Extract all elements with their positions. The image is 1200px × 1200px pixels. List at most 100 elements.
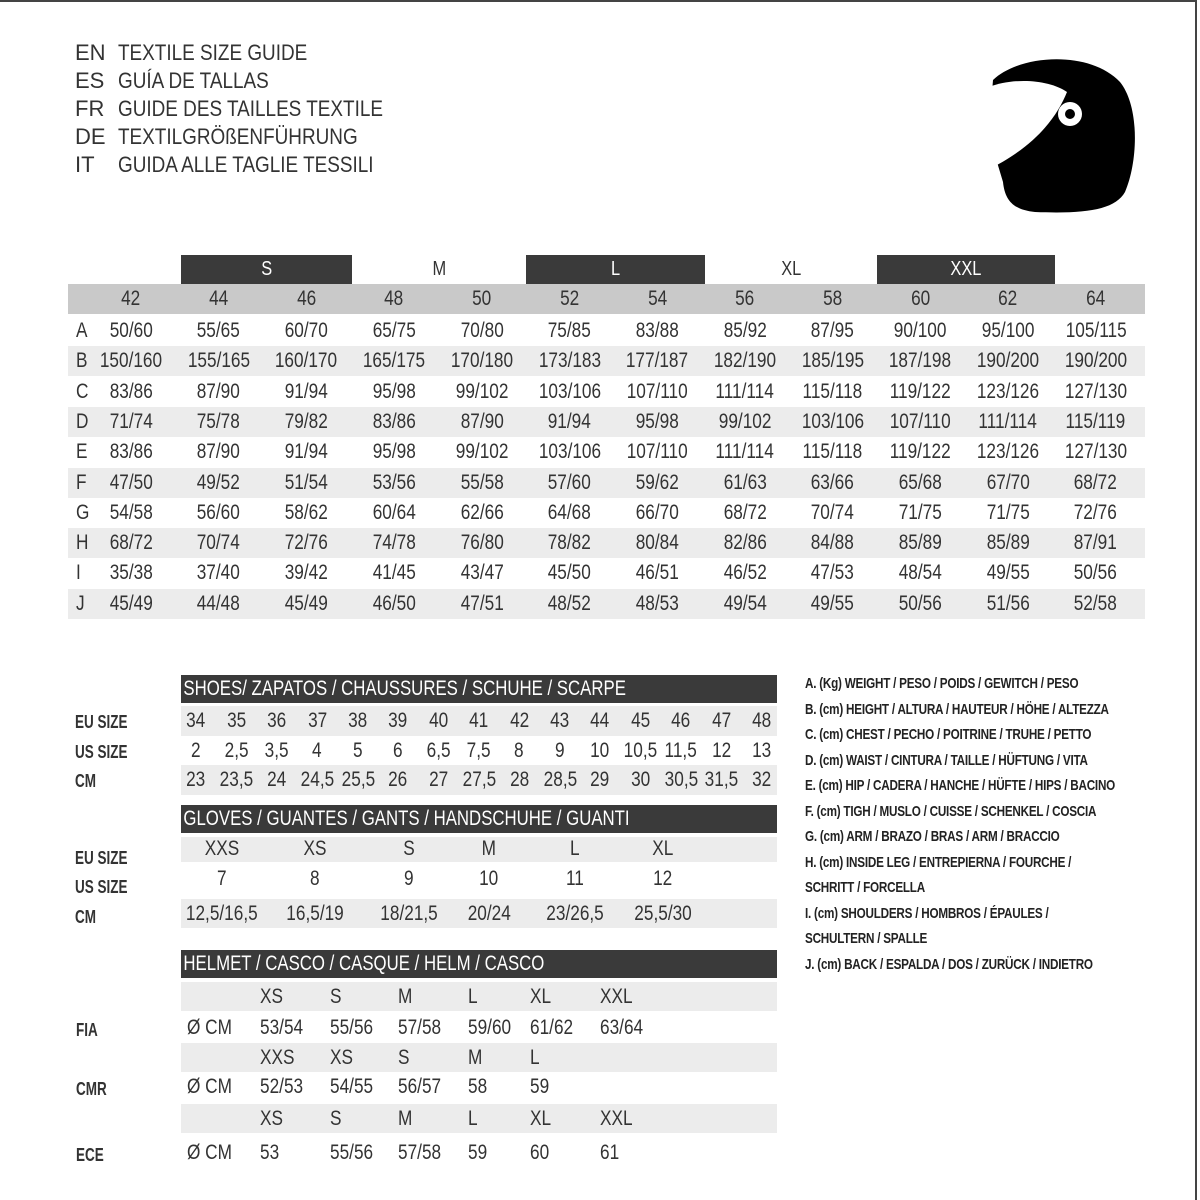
table-cell: 12 [701,736,741,766]
table-cell-text: 76/80 [460,531,504,555]
table-cell: 50/60 [87,316,175,346]
table-cell: 190/200 [964,346,1052,376]
table-cell: M [439,834,539,864]
table-cell: 48/53 [613,589,701,619]
table-cell-text: 85/89 [898,531,942,555]
table-cell-text: 49/55 [811,591,855,615]
table-cell-text: 11,5 [664,738,697,762]
table-cell-text: XXS [204,837,240,860]
table-cell: 35/38 [87,558,175,588]
table-cell-text: M [481,837,497,860]
table-cell-text: 58/62 [284,500,328,524]
table-cell: 87/95 [789,316,877,346]
table-cell-text: 99/102 [455,440,509,464]
table-cell-text: 20/24 [467,902,511,925]
table-cell: XXS [172,834,272,864]
table-cell: 190/200 [1052,346,1140,376]
table-cell-text: 7 [217,867,227,890]
row-background [181,706,777,736]
column-header: 58 [789,284,877,314]
row-background [181,1104,777,1133]
table-cell-text: 43 [550,709,570,732]
helmet-size: M [398,982,416,1012]
table-cell: 75/78 [175,407,263,437]
table-cell-text: 68/72 [1074,470,1118,494]
table-cell-text: 43/47 [460,561,504,585]
helmet-value-text: 60 [530,1141,550,1164]
helmet-size: S [330,1104,344,1134]
table-cell: 37 [297,706,337,736]
table-cell: 13 [742,736,782,766]
table-cell-text: 12 [711,738,731,762]
legend-item: H. (cm) INSIDE LEG / ENTREPIERNA / FOURC… [805,854,1146,871]
table-cell: 61/63 [701,468,789,498]
row-label: US SIZE [75,737,145,767]
table-cell-text: 90/100 [893,319,947,342]
table-cell: 50/56 [1052,558,1140,588]
helmet-size-text: M [398,1107,413,1130]
table-cell: 70/80 [438,316,526,346]
column-header-text: 54 [647,287,667,310]
row-label: F [76,468,89,498]
table-cell: 23/26,5 [525,899,625,929]
table-cell-text: 68/72 [723,500,767,524]
table-cell-text: 85/89 [986,531,1030,555]
helmet-value: 53 [260,1138,283,1168]
legend-item-text: D. (cm) WAIST / CINTURA / TAILLE / HÜFTU… [805,751,1088,769]
row-background [181,837,777,862]
table-cell: 49/54 [701,589,789,619]
section-header: SHOES/ ZAPATOS / CHAUSSURES / SCHUHE / S… [181,675,777,703]
table-cell-text: 127/130 [1064,440,1127,464]
table-cell-text: 160/170 [275,349,338,373]
table-cell-text: 79/82 [284,409,328,433]
table-cell: 83/88 [613,316,701,346]
helmet-size: S [330,982,344,1012]
section-header: HELMET / CASCO / CASQUE / HELM / CASCO [181,950,777,978]
legend-item: G. (cm) ARM / BRAZO / BRAS / ARM / BRACC… [805,828,1131,845]
table-cell: 36 [257,706,297,736]
table-cell-text: 27 [428,768,448,791]
table-cell: 64/68 [526,498,614,528]
table-cell-text: 16,5/19 [286,902,344,925]
table-cell: 23 [176,765,216,795]
table-cell-text: 91/94 [284,379,328,403]
table-cell-text: 11 [566,867,584,890]
helmet-size-text: M [468,1046,483,1069]
row-label: US SIZE [75,872,145,902]
column-header: 48 [350,284,438,314]
helmet-size-text: XXL [600,985,633,1008]
table-cell-text: 46 [671,709,691,732]
table-cell: 65/75 [350,316,438,346]
table-cell-text: 71/75 [986,500,1030,524]
helmet-size-text: XS [260,1107,283,1130]
table-cell: 58/62 [262,498,350,528]
helmet-size: M [468,1043,486,1073]
row-label-text: US SIZE [75,877,128,897]
legend-item: E. (cm) HIP / CADERA / HANCHE / HÜFTE / … [805,777,1200,794]
row-label-text: ECE [76,1145,104,1165]
table-cell: 91/94 [262,377,350,407]
legend-item-text: H. (cm) INSIDE LEG / ENTREPIERNA / FOURC… [805,853,1072,871]
column-header: 56 [701,284,789,314]
table-cell: 9 [359,864,459,894]
table-cell-text: 107/110 [626,440,688,464]
table-cell: 40 [418,706,458,736]
table-cell-text: 119/122 [889,440,951,464]
table-cell-text: 42 [509,709,529,732]
table-cell-text: 53/56 [372,470,416,494]
column-header: 52 [526,284,614,314]
table-cell-text: S [403,837,415,860]
table-cell: 85/89 [876,528,964,558]
column-header-text: 62 [998,287,1018,310]
table-cell-text: 47 [711,709,731,732]
helmet-value-text: 54/55 [330,1075,374,1098]
table-cell: 46/50 [350,589,438,619]
table-cell-text: 45/49 [109,591,153,615]
unit-label-text: Ø CM [187,1016,232,1039]
table-cell-text: 95/100 [981,319,1035,342]
column-header-text: 50 [472,287,492,310]
table-cell-text: 123/126 [976,379,1040,403]
table-cell-text: 44 [590,709,610,732]
table-cell: 53/56 [350,468,438,498]
table-cell-text: 60/70 [284,319,328,342]
